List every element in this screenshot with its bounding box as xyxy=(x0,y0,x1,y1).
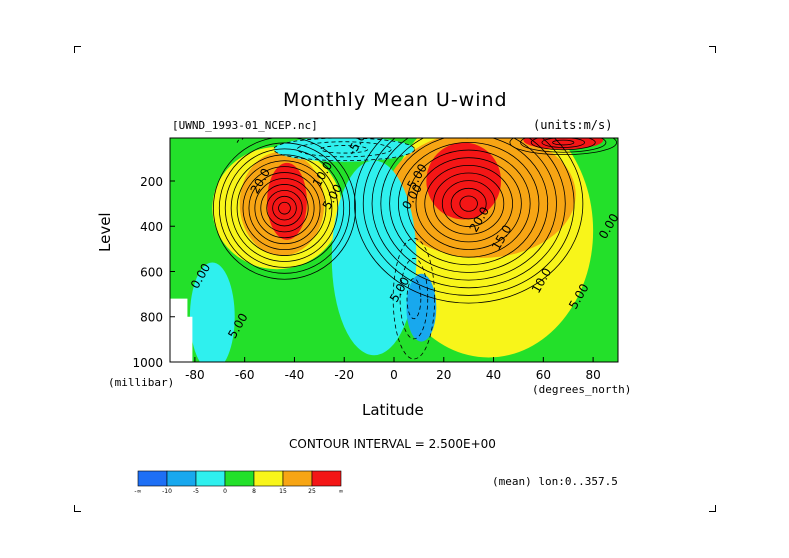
nh-jet-contour xyxy=(362,138,575,296)
easterly-contour xyxy=(392,237,436,360)
nh-jet-contour xyxy=(450,187,487,220)
colorbar-label: -10 xyxy=(162,488,172,495)
corner-mark-top-left xyxy=(74,46,81,53)
x-tick-label: 0 xyxy=(390,368,398,382)
colorbar-swatch xyxy=(253,470,284,487)
sh-jet-contour xyxy=(254,178,315,239)
colorbar-label: 0 xyxy=(223,488,227,495)
y-tick-label: 800 xyxy=(140,311,163,325)
x-tick-label: 40 xyxy=(486,368,501,382)
corner-mark-bottom-right xyxy=(709,505,716,512)
easterly-contour xyxy=(399,258,429,340)
nh-jet-contour xyxy=(389,138,549,273)
colorbar-swatch xyxy=(195,470,226,487)
sh-jet-contour xyxy=(260,184,309,233)
longitude-note: (mean) lon:0..357.5 xyxy=(492,475,618,488)
corner-mark-top-right xyxy=(709,46,716,53)
sh-jet-contour xyxy=(266,189,303,227)
colorbar-label: 25 xyxy=(308,488,316,495)
y-tick-label: 200 xyxy=(140,175,163,189)
y-tick-label: 1000 xyxy=(132,356,163,370)
x-tick-label: -60 xyxy=(235,368,255,382)
nh-jet-contour xyxy=(433,172,505,235)
nh-jet-contour xyxy=(415,157,522,250)
colorbar-label: -5 xyxy=(193,488,199,495)
tropical-easterlies xyxy=(331,160,417,356)
y-tick-label: 600 xyxy=(140,265,163,279)
sh-jet-contour xyxy=(236,160,333,256)
colorbar-swatch xyxy=(311,470,342,487)
colorbar: -∞ -10 -5 0 8 15 25 ∞ xyxy=(134,470,344,495)
nh-jet-contour xyxy=(354,138,584,304)
colorbar-label: ∞ xyxy=(339,488,344,495)
nh-jet-contour xyxy=(371,138,566,289)
sh-jet-contour xyxy=(230,154,339,262)
x-tick-label: -20 xyxy=(334,368,354,382)
chart-title: Monthly Mean U-wind xyxy=(283,89,508,111)
colorbar-label: 15 xyxy=(279,488,287,495)
nh-polar-contour xyxy=(552,139,575,146)
nh-polar-contour xyxy=(530,138,596,151)
sh-jet-contour xyxy=(272,195,297,221)
easterly-contour xyxy=(406,278,422,320)
corner-mark-bottom-left xyxy=(74,505,81,512)
colorbar-swatch xyxy=(282,470,313,487)
sh-jet-contour xyxy=(248,172,321,245)
sh-jet-contour xyxy=(242,166,327,251)
x-tick-label: -80 xyxy=(185,368,205,382)
missing-data-region xyxy=(170,298,193,362)
nh-jet-contour xyxy=(424,164,513,243)
x-tick-label: 80 xyxy=(585,368,600,382)
nh-polar-contour xyxy=(509,138,617,156)
x-tick-label: -40 xyxy=(285,368,305,382)
x-unit-label: (degrees_north) xyxy=(532,383,632,396)
sh-jet-contour xyxy=(218,142,351,274)
y-tick-label: 400 xyxy=(140,220,163,234)
nh-jet-contour xyxy=(441,180,496,227)
upper-easterly-contour xyxy=(273,138,416,162)
sh-jet-contour xyxy=(224,148,345,268)
nh-jet-contour xyxy=(380,138,557,281)
contour-lines xyxy=(212,138,617,360)
nh-jet-contour xyxy=(459,195,478,212)
colorbar-swatch xyxy=(166,470,197,487)
upper-easterly-contour xyxy=(320,145,369,154)
sh-jet-contour xyxy=(212,138,356,280)
upper-easterlies xyxy=(274,138,414,162)
wind-field xyxy=(170,138,618,362)
contour-interval-note: CONTOUR INTERVAL = 2.500E+00 xyxy=(289,437,496,451)
y-unit-label: (millibar) xyxy=(108,376,175,389)
x-tick-label: 20 xyxy=(436,368,451,382)
file-label: [UWND_1993-01_NCEP.nc] xyxy=(172,119,318,132)
polar-easterlies-sh xyxy=(189,262,235,362)
x-axis-title: Latitude xyxy=(362,401,424,419)
nh-jet-contour xyxy=(406,149,531,258)
colorbar-swatch xyxy=(137,470,168,487)
axis-ticks: -80 -60 -40 -20 0 20 40 60 80 200 400 600 800 1000 xyxy=(132,175,600,382)
colorbar-label: -∞ xyxy=(134,488,141,495)
upper-easterly-contour xyxy=(296,141,392,158)
sh-jet-contour xyxy=(278,201,291,215)
x-tick-label: 60 xyxy=(536,368,551,382)
nh-jet-contour xyxy=(397,141,540,266)
colorbar-swatch xyxy=(224,470,255,487)
nh-polar-contour xyxy=(541,138,585,148)
units-label: (units:m/s) xyxy=(533,118,613,132)
y-axis-title: Level xyxy=(96,212,114,252)
contour-label: 40.0 xyxy=(459,112,484,142)
colorbar-label: 8 xyxy=(252,488,256,495)
contour-label: -10.0 xyxy=(230,112,258,146)
nh-polar-contour xyxy=(520,138,607,153)
